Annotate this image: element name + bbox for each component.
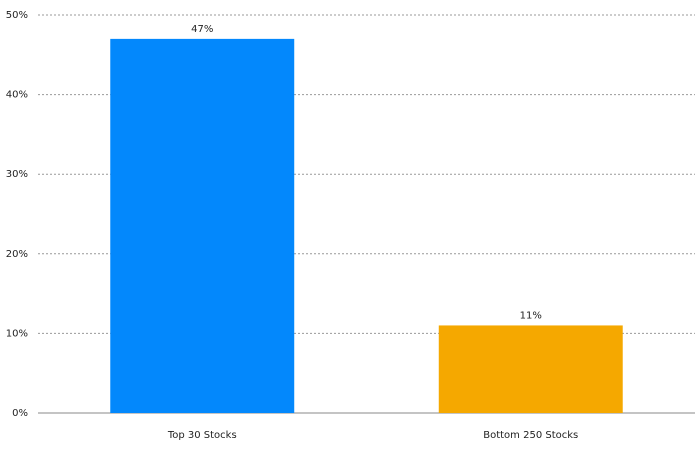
data-label: 11% bbox=[520, 310, 542, 321]
x-tick-label: Bottom 250 Stocks bbox=[483, 430, 578, 441]
y-tick-label: 50% bbox=[6, 10, 28, 21]
y-tick-label: 40% bbox=[6, 90, 28, 101]
bar bbox=[110, 38, 295, 413]
data-label: 47% bbox=[191, 24, 213, 35]
y-tick-label: 30% bbox=[6, 169, 28, 180]
y-tick-label: 10% bbox=[6, 328, 28, 339]
y-tick-label: 20% bbox=[6, 249, 28, 260]
x-tick-label: Top 30 Stocks bbox=[167, 430, 237, 441]
bar bbox=[438, 325, 623, 413]
y-tick-label: 0% bbox=[12, 408, 28, 419]
